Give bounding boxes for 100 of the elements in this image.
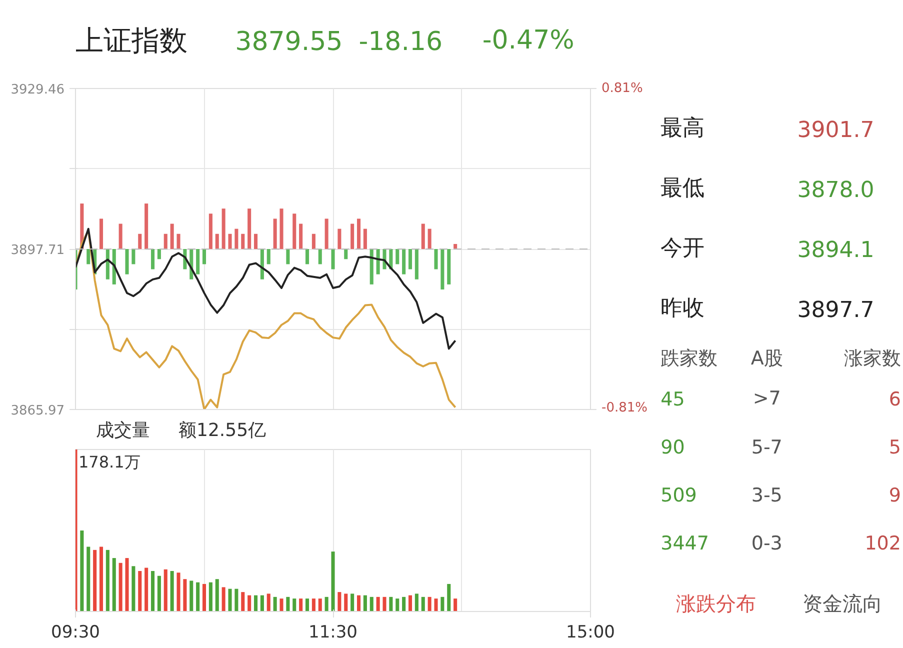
bar xyxy=(396,249,400,264)
bar xyxy=(299,598,303,612)
y-tick-label: 3929.46 xyxy=(10,82,65,98)
bar xyxy=(440,249,444,290)
bar xyxy=(382,596,386,612)
bar xyxy=(215,234,219,250)
bar xyxy=(414,594,418,612)
text: A股 xyxy=(750,348,783,370)
bar xyxy=(428,228,432,250)
bar xyxy=(260,595,264,612)
bar xyxy=(376,249,380,274)
bar xyxy=(286,249,290,264)
bar xyxy=(363,595,367,612)
bar xyxy=(125,249,129,274)
x-tick-label: 09:30 xyxy=(51,622,100,642)
bar xyxy=(215,579,219,612)
text: 102 xyxy=(864,532,901,554)
x-tick-label: 15:00 xyxy=(566,622,616,642)
bar xyxy=(402,596,406,612)
text: 涨家数 xyxy=(844,348,901,370)
bar xyxy=(408,595,412,612)
bar xyxy=(292,214,296,250)
bar xyxy=(447,249,451,284)
chart-title: 上证指数 xyxy=(76,24,188,57)
bar xyxy=(248,595,252,612)
bar xyxy=(86,249,90,264)
text: 资金流向 xyxy=(802,592,882,616)
bar xyxy=(266,249,270,264)
bar xyxy=(402,249,406,274)
bar xyxy=(176,572,180,612)
bar xyxy=(331,552,335,612)
bar xyxy=(350,594,354,612)
bar xyxy=(286,596,290,612)
bar xyxy=(248,208,252,250)
text: 最低 xyxy=(660,176,705,201)
bar xyxy=(254,595,258,612)
text: 6 xyxy=(888,388,901,410)
bar xyxy=(454,598,458,612)
bar xyxy=(234,588,238,612)
bar xyxy=(440,596,444,612)
bar xyxy=(183,579,187,612)
bar xyxy=(125,558,129,612)
bar xyxy=(234,228,238,250)
bar xyxy=(273,596,277,612)
bar xyxy=(93,550,97,612)
bar xyxy=(344,249,348,260)
bar xyxy=(164,569,168,612)
bar xyxy=(86,546,90,612)
text: 3-5 xyxy=(751,484,782,506)
bar xyxy=(241,592,245,612)
bar xyxy=(414,249,418,280)
text: 5-7 xyxy=(751,436,782,458)
text: 0-3 xyxy=(751,532,782,554)
bar xyxy=(228,588,232,612)
y2-tick-label: -0.81% xyxy=(602,400,648,416)
bar xyxy=(208,214,212,250)
bar xyxy=(190,580,194,612)
bar xyxy=(389,596,393,612)
text: 3879.55 xyxy=(235,27,343,57)
bar xyxy=(170,224,174,250)
bar xyxy=(150,249,155,270)
bar xyxy=(202,584,206,612)
bar xyxy=(202,249,206,264)
bar xyxy=(324,596,328,612)
bar xyxy=(80,530,84,612)
bar xyxy=(132,566,136,612)
bar xyxy=(222,587,226,612)
text: >7 xyxy=(752,388,781,410)
bar xyxy=(157,576,161,612)
bar xyxy=(138,234,142,250)
bar xyxy=(222,208,226,250)
annotation: 178.1万 xyxy=(78,452,140,472)
bar xyxy=(421,224,425,250)
bar xyxy=(228,234,232,250)
bar xyxy=(338,592,342,612)
bar xyxy=(376,596,380,612)
text: 45 xyxy=(660,388,685,410)
text: 3878.0 xyxy=(797,178,874,203)
text: 昨收 xyxy=(660,296,705,321)
bar xyxy=(118,562,122,612)
bar xyxy=(112,558,116,612)
bar xyxy=(363,228,367,250)
bar xyxy=(344,594,348,612)
bar xyxy=(356,595,361,612)
bar xyxy=(305,598,310,612)
bar xyxy=(176,234,180,250)
line-series xyxy=(76,228,456,350)
text: 涨跌分布 xyxy=(676,592,756,616)
bar xyxy=(350,224,354,250)
text: 最高 xyxy=(660,116,705,141)
bar xyxy=(299,224,303,250)
bar xyxy=(292,598,296,612)
text: 3447 xyxy=(660,532,709,554)
text: -18.16 xyxy=(358,27,443,57)
bar xyxy=(170,571,174,612)
text: 3894.1 xyxy=(797,238,874,263)
y2-tick-label: 0.81% xyxy=(602,81,643,96)
bar xyxy=(118,224,122,250)
chart-subtitle: 额12.55亿 xyxy=(178,420,266,441)
bar xyxy=(324,218,328,250)
